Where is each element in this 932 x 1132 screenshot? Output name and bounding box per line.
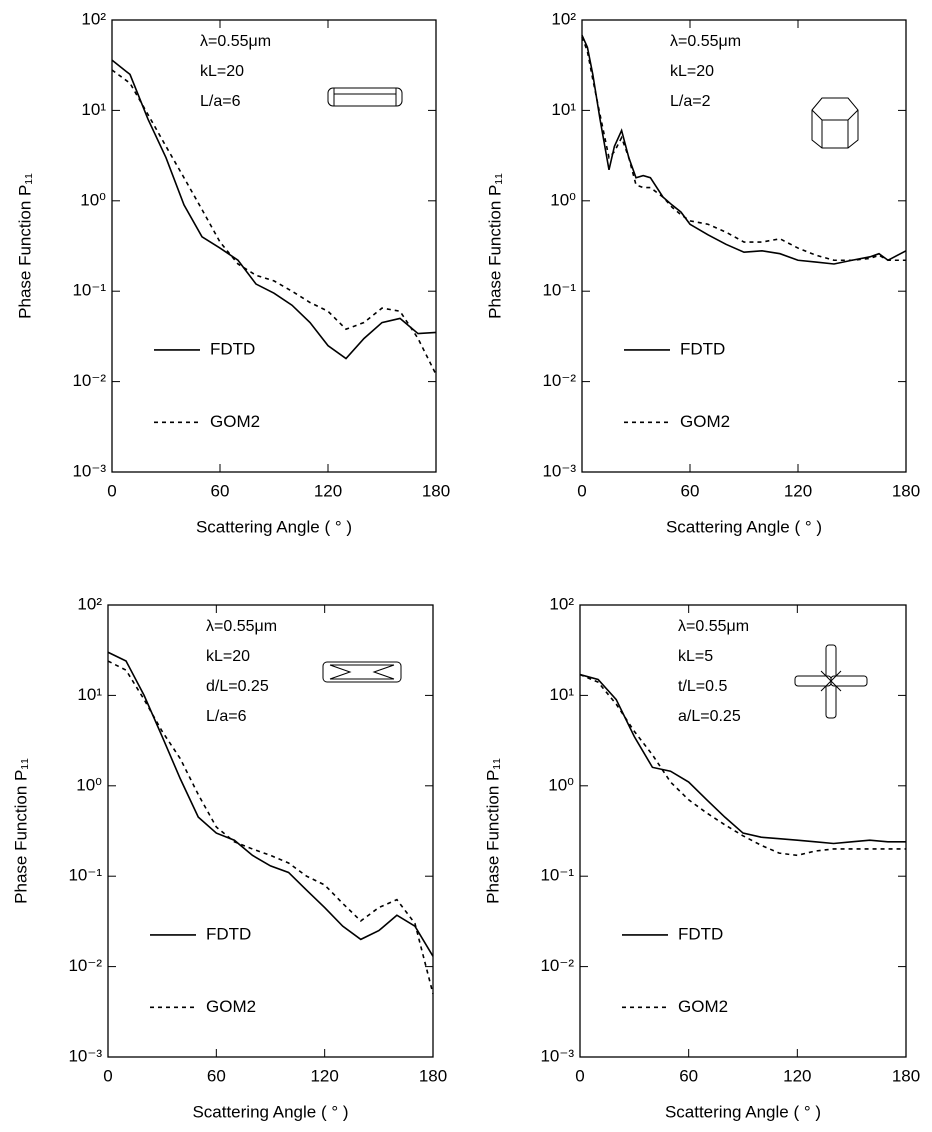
- y-tick-label: 10¹: [81, 100, 106, 119]
- crystal-icon: [322, 661, 402, 683]
- data-line: [107, 660, 434, 995]
- legend-label: FDTD: [678, 924, 723, 943]
- y-tick-label: 10⁰: [80, 190, 106, 209]
- crystal-icon: [811, 97, 859, 149]
- data-line: [581, 36, 906, 262]
- annotation: kL=20: [670, 63, 714, 80]
- x-tick-label: 120: [314, 481, 342, 500]
- x-tick-label: 180: [422, 481, 450, 500]
- data-line: [581, 34, 907, 265]
- legend-label: FDTD: [210, 339, 255, 358]
- x-tick-label: 180: [419, 1066, 447, 1085]
- x-tick-label: 0: [577, 481, 586, 500]
- legend-label: FDTD: [680, 339, 725, 358]
- legend-label: GOM2: [210, 412, 260, 431]
- x-axis-label: Scattering Angle ( ° ): [665, 1102, 821, 1121]
- legend-label: GOM2: [206, 997, 256, 1016]
- y-axis-label: Phase Function P₁₁: [11, 758, 30, 904]
- y-tick-label: 10⁰: [550, 190, 576, 209]
- x-tick-label: 180: [892, 481, 920, 500]
- crystal-icon: [794, 644, 868, 719]
- annotation: kL=5: [678, 648, 713, 665]
- data-line: [579, 673, 906, 845]
- legend-label: GOM2: [678, 997, 728, 1016]
- y-tick-label: 10⁻²: [540, 956, 574, 975]
- y-tick-label: 10⁻¹: [542, 281, 576, 300]
- annotation: L/a=6: [206, 708, 247, 725]
- annotation: L/a=2: [670, 93, 711, 110]
- annotation: t/L=0.5: [678, 678, 727, 695]
- x-tick-label: 120: [783, 1066, 811, 1085]
- y-tick-label: 10⁻³: [540, 1046, 574, 1065]
- y-axis-label: Phase Function P₁₁: [483, 758, 502, 904]
- x-axis-label: Scattering Angle ( ° ): [192, 1102, 348, 1121]
- data-line: [111, 69, 437, 375]
- y-tick-label: 10⁻²: [68, 956, 102, 975]
- y-tick-label: 10²: [81, 9, 106, 28]
- annotation: λ=0.55μm: [200, 33, 271, 50]
- x-axis-label: Scattering Angle ( ° ): [196, 517, 352, 536]
- y-tick-label: 10⁻²: [542, 371, 576, 390]
- y-tick-label: 10¹: [549, 685, 574, 704]
- y-tick-label: 10¹: [77, 685, 102, 704]
- plot-frame: [581, 19, 907, 473]
- y-tick-label: 10²: [551, 9, 576, 28]
- y-axis-label: Phase Function P₁₁: [485, 173, 504, 319]
- annotation: kL=20: [206, 648, 250, 665]
- x-tick-label: 60: [207, 1066, 226, 1085]
- annotation: λ=0.55μm: [670, 33, 741, 50]
- y-tick-label: 10²: [77, 594, 102, 613]
- x-tick-label: 120: [784, 481, 812, 500]
- x-tick-label: 60: [211, 481, 230, 500]
- legend-label: GOM2: [680, 412, 730, 431]
- crystal-icon: [327, 87, 403, 107]
- y-axis-label: Phase Function P₁₁: [15, 173, 34, 319]
- x-tick-label: 0: [107, 481, 116, 500]
- annotation: kL=20: [200, 63, 244, 80]
- y-tick-label: 10²: [549, 594, 574, 613]
- y-tick-label: 10⁻¹: [68, 866, 102, 885]
- y-tick-label: 10⁰: [76, 775, 102, 794]
- annotation: a/L=0.25: [678, 708, 741, 725]
- data-line: [579, 673, 906, 857]
- plot-frame: [107, 604, 434, 1058]
- data-line: [107, 651, 434, 957]
- y-tick-label: 10¹: [551, 100, 576, 119]
- legend-label: FDTD: [206, 924, 251, 943]
- x-tick-label: 180: [892, 1066, 920, 1085]
- annotation: λ=0.55μm: [678, 618, 749, 635]
- y-tick-label: 10⁻¹: [540, 866, 574, 885]
- x-tick-label: 60: [679, 1066, 698, 1085]
- x-axis-label: Scattering Angle ( ° ): [666, 517, 822, 536]
- x-tick-label: 60: [681, 481, 700, 500]
- y-tick-label: 10⁻³: [68, 1046, 102, 1065]
- x-tick-label: 0: [575, 1066, 584, 1085]
- y-tick-label: 10⁻³: [72, 461, 106, 480]
- y-tick-label: 10⁻²: [72, 371, 106, 390]
- y-tick-label: 10⁻¹: [72, 281, 106, 300]
- annotation: L/a=6: [200, 93, 241, 110]
- x-tick-label: 120: [310, 1066, 338, 1085]
- annotation: λ=0.55μm: [206, 618, 277, 635]
- plot-frame: [579, 604, 907, 1058]
- data-line: [111, 59, 437, 360]
- x-tick-label: 0: [103, 1066, 112, 1085]
- y-tick-label: 10⁻³: [542, 461, 576, 480]
- y-tick-label: 10⁰: [548, 775, 574, 794]
- annotation: d/L=0.25: [206, 678, 269, 695]
- plot-frame: [111, 19, 437, 473]
